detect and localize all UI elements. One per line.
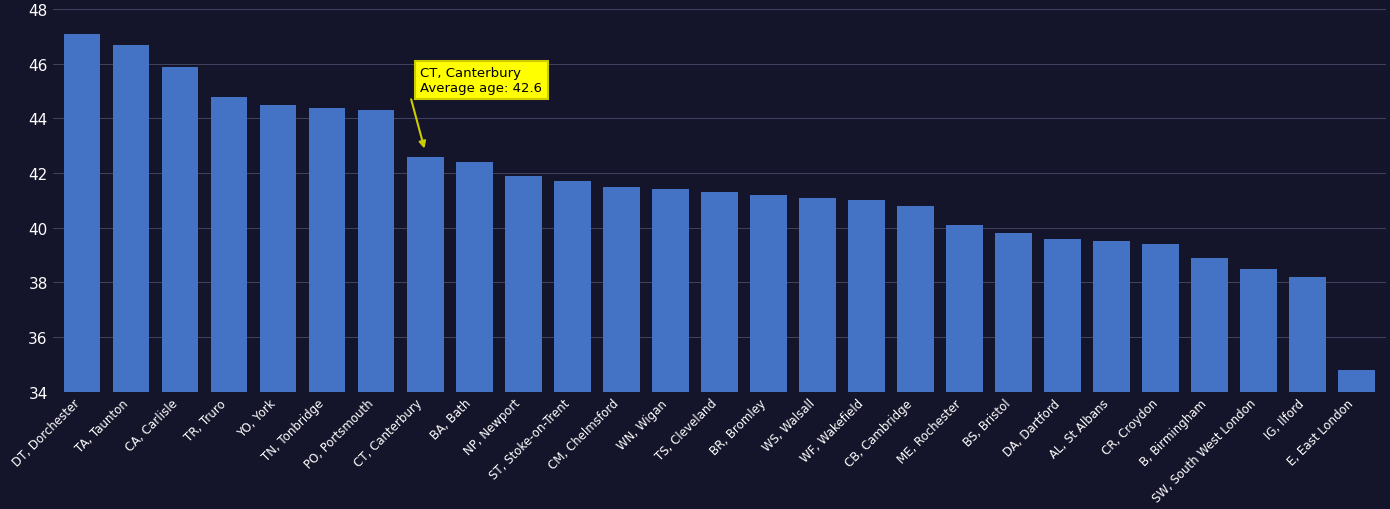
Bar [1289,277,1326,509]
Bar [848,201,884,509]
Bar [1240,269,1277,509]
Bar [603,187,639,509]
Bar [211,97,247,509]
Bar [309,108,346,509]
Bar [749,195,787,509]
Bar [407,157,443,509]
Bar [161,67,199,509]
Bar [357,111,395,509]
Bar [1093,242,1130,509]
Bar [113,46,149,509]
Text: CT, Canterbury
Average age: 42.6: CT, Canterbury Average age: 42.6 [420,67,542,95]
Bar [1044,239,1080,509]
Bar [1191,258,1227,509]
Bar [1143,245,1179,509]
Bar [456,163,492,509]
Bar [799,199,835,509]
Bar [897,207,934,509]
Bar [260,105,296,509]
Bar [701,193,738,509]
Bar [553,182,591,509]
Bar [1339,370,1375,509]
Bar [64,35,100,509]
Bar [995,234,1031,509]
Bar [652,190,688,509]
Bar [505,177,542,509]
Bar [947,225,983,509]
